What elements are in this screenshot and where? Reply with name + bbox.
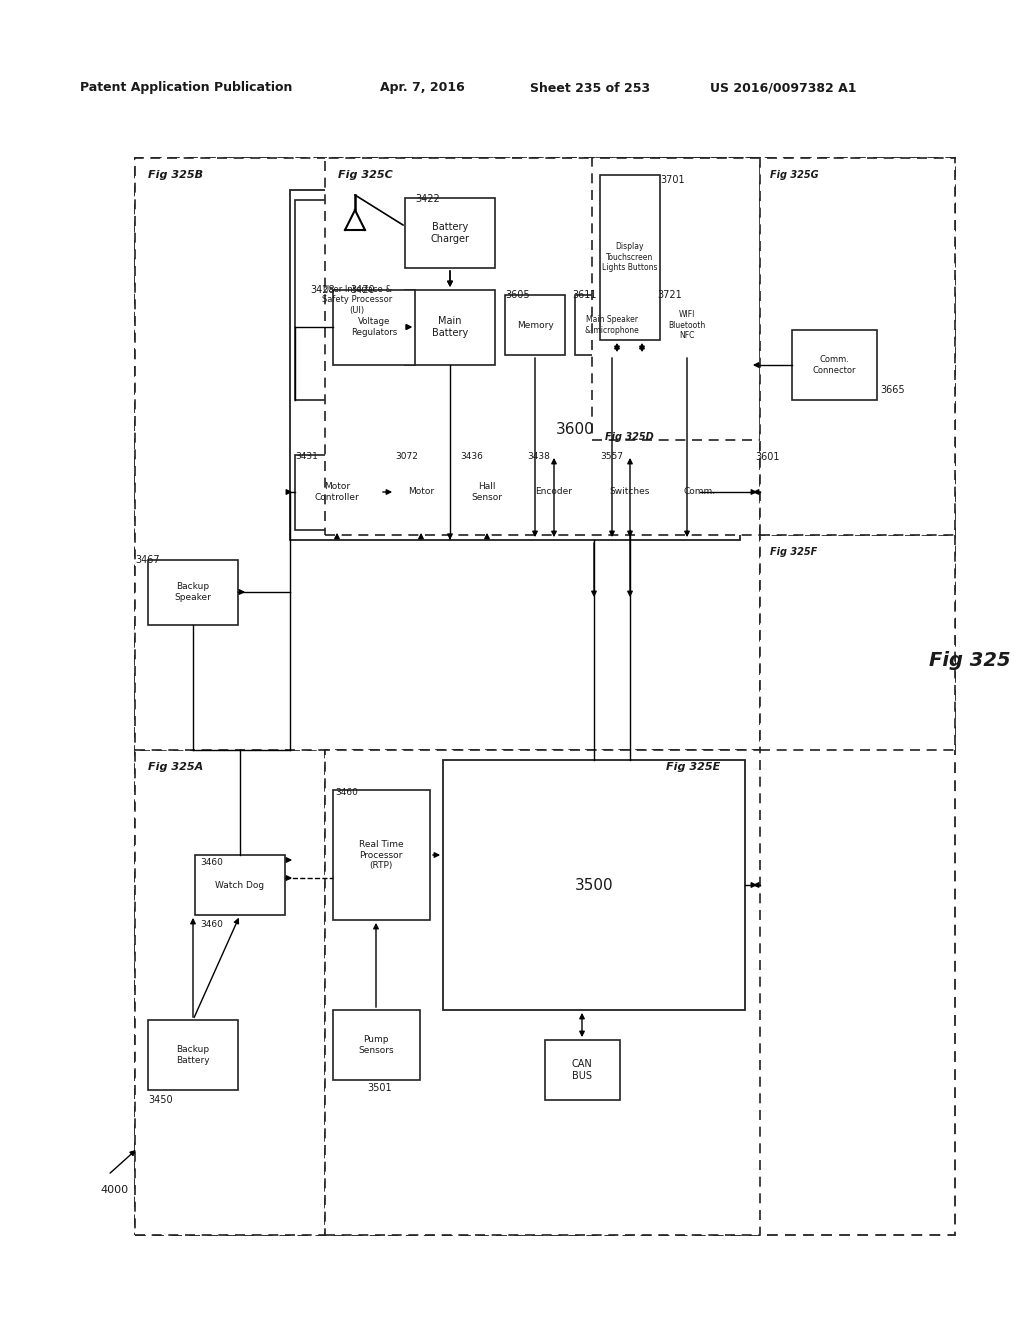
Bar	[148, 1020, 238, 1090]
Text: User Interface &
Safety Processor
(UI): User Interface & Safety Processor (UI)	[322, 285, 392, 315]
Bar	[545, 1040, 620, 1100]
Text: Comm.: Comm.	[684, 487, 716, 496]
Bar	[333, 789, 430, 920]
Text: 3467: 3467	[135, 554, 160, 565]
Text: 3422: 3422	[415, 194, 439, 205]
Text: 3428: 3428	[310, 285, 335, 294]
Bar	[333, 1010, 420, 1080]
Text: 3600: 3600	[556, 422, 594, 437]
Text: 3601: 3601	[755, 451, 779, 462]
Text: Comm.
Connector: Comm. Connector	[812, 355, 856, 375]
Text: Backup
Battery: Backup Battery	[176, 1045, 210, 1065]
Text: 3721: 3721	[657, 290, 682, 300]
Text: Watch Dog: Watch Dog	[215, 880, 264, 890]
Bar	[406, 198, 495, 268]
Bar	[592, 158, 760, 440]
Bar	[575, 294, 650, 355]
Text: Motor
Controller: Motor Controller	[314, 482, 359, 502]
Text: 3450: 3450	[148, 1096, 173, 1105]
Text: Fig 325F: Fig 325F	[770, 546, 817, 557]
Bar	[135, 158, 760, 750]
Text: Fig 325E: Fig 325E	[666, 762, 720, 772]
Text: 3460: 3460	[335, 788, 357, 797]
Bar	[760, 535, 955, 750]
Text: US 2016/0097382 A1: US 2016/0097382 A1	[710, 82, 856, 95]
Text: 3436: 3436	[460, 451, 483, 461]
Text: Fig 325: Fig 325	[929, 651, 1011, 669]
Bar	[135, 750, 325, 1236]
Bar	[460, 455, 515, 531]
Text: Real Time
Processor
(RTP): Real Time Processor (RTP)	[358, 840, 403, 870]
Text: Switches: Switches	[610, 487, 650, 496]
Text: 3460: 3460	[200, 858, 223, 867]
Text: Fig 325G: Fig 325G	[770, 170, 818, 180]
Text: WIFI
Bluetooth
NFC: WIFI Bluetooth NFC	[669, 310, 706, 339]
Text: Encoder: Encoder	[536, 487, 572, 496]
Text: 3701: 3701	[660, 176, 685, 185]
Bar	[760, 158, 955, 535]
Text: Fig 325A: Fig 325A	[148, 762, 203, 772]
Text: 3501: 3501	[368, 1082, 392, 1093]
Text: Backup
Speaker: Backup Speaker	[174, 582, 211, 602]
Bar	[325, 158, 760, 535]
Bar	[505, 294, 565, 355]
Bar	[527, 455, 582, 531]
Text: Fig 325C: Fig 325C	[338, 170, 393, 180]
Text: Display
Touchscreen
Lights Buttons: Display Touchscreen Lights Buttons	[602, 242, 657, 272]
Text: 3611: 3611	[572, 290, 597, 300]
Text: Fig 325D: Fig 325D	[605, 432, 653, 442]
Bar	[290, 190, 740, 540]
Text: Main
Battery: Main Battery	[432, 317, 468, 338]
Text: 3605: 3605	[505, 290, 529, 300]
Text: 3072: 3072	[395, 451, 418, 461]
Text: Main Speaker
& microphone: Main Speaker & microphone	[585, 315, 639, 335]
Bar	[792, 330, 877, 400]
Text: Voltage
Regulators: Voltage Regulators	[351, 317, 397, 337]
Bar	[135, 158, 955, 1236]
Bar	[195, 855, 285, 915]
Text: Motor: Motor	[408, 487, 434, 496]
Text: 3431: 3431	[295, 451, 317, 461]
Bar	[600, 455, 660, 531]
Text: 3438: 3438	[527, 451, 550, 461]
Bar	[325, 750, 760, 1236]
Text: 4000: 4000	[100, 1185, 128, 1195]
Bar	[443, 760, 745, 1010]
Bar	[600, 176, 660, 341]
Bar	[295, 455, 380, 531]
Text: Apr. 7, 2016: Apr. 7, 2016	[380, 82, 465, 95]
Text: Sheet 235 of 253: Sheet 235 of 253	[530, 82, 650, 95]
Text: Patent Application Publication: Patent Application Publication	[80, 82, 293, 95]
Text: Hall
Sensor: Hall Sensor	[471, 482, 503, 502]
Text: Battery
Charger: Battery Charger	[430, 222, 469, 244]
Text: Fig 325B: Fig 325B	[148, 170, 203, 180]
Text: 3665: 3665	[880, 385, 904, 395]
Text: CAN
BUS: CAN BUS	[571, 1059, 592, 1081]
Bar	[148, 560, 238, 624]
Bar	[395, 455, 447, 531]
Bar	[295, 201, 420, 400]
Bar	[333, 290, 415, 366]
Text: Memory: Memory	[517, 321, 553, 330]
Text: 3460: 3460	[200, 920, 223, 929]
Text: 3557: 3557	[600, 451, 623, 461]
Text: Pump
Sensors: Pump Sensors	[358, 1035, 394, 1055]
Bar	[406, 290, 495, 366]
Bar	[660, 294, 715, 355]
Text: 3420: 3420	[350, 285, 375, 294]
Text: 3500: 3500	[574, 878, 613, 892]
